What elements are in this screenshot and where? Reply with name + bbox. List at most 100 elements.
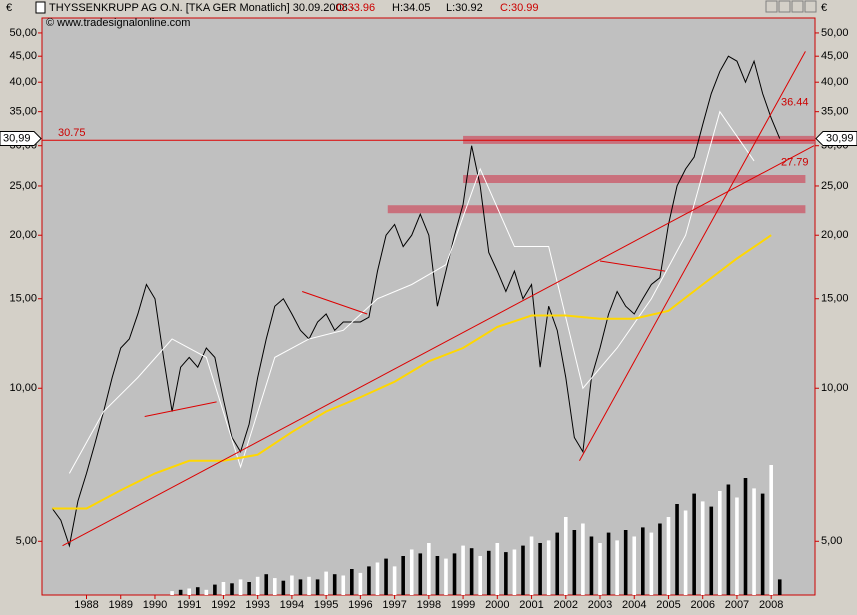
x-tick-label: 2000 [485, 599, 509, 611]
last-price-box [0, 131, 42, 147]
volume-bar [718, 491, 722, 595]
volume-bar [341, 575, 346, 595]
volume-bar [272, 578, 277, 595]
volume-bar [589, 536, 594, 595]
volume-bar [486, 550, 491, 595]
moving-average [52, 234, 772, 510]
volume-bar [581, 523, 585, 595]
x-tick-label: 1995 [314, 599, 338, 611]
volume-bar [469, 548, 474, 595]
volume-bar [546, 540, 551, 595]
volume-bar [170, 591, 174, 595]
volume-bar [769, 465, 773, 595]
volume-bar [195, 587, 200, 595]
x-tick-label: 1989 [108, 599, 132, 611]
y-tick-label: 40,00 [821, 76, 849, 88]
y-tick-label: 15,00 [9, 293, 37, 305]
volume-bar [401, 556, 405, 595]
volume-bar [230, 583, 234, 595]
y-tick-label: 25,00 [821, 180, 849, 192]
trend-line [579, 51, 806, 462]
ohlc-high: H:34.05 [392, 2, 431, 14]
instrument: THYSSENKRUPP AG O.N. [TKA GER Monatlich]… [49, 2, 355, 14]
volume-bar [641, 527, 645, 595]
volume-bar [623, 530, 628, 595]
trend-line [302, 291, 368, 315]
button[interactable] [791, 0, 804, 13]
horizontal-line-label: 30.75 [58, 127, 86, 139]
button[interactable] [778, 0, 791, 13]
volume-bar [726, 484, 731, 595]
x-tick-label: 2003 [588, 599, 612, 611]
last-price: 30,99 [3, 132, 31, 144]
y-tick-label: 5,00 [16, 535, 37, 547]
volume-bar [427, 543, 431, 595]
volume-bar [666, 517, 671, 595]
volume-bar [367, 566, 371, 595]
volume-bar [632, 536, 637, 595]
x-tick-label: 1988 [74, 599, 98, 611]
volume-bar [384, 558, 388, 595]
copyright: © www.tradesignalonline.com [46, 17, 190, 29]
y-tick-label: 20,00 [9, 229, 37, 241]
volume-bar [187, 588, 192, 595]
volume-bar [444, 558, 448, 595]
volume-bar [264, 574, 269, 595]
volume-bar [760, 493, 765, 595]
y-tick-label: 10,00 [821, 382, 849, 394]
plot-area [41, 17, 816, 596]
resistance-band [387, 205, 806, 214]
volume-bar [521, 545, 525, 595]
volume-bar [478, 556, 482, 595]
volume-bar [213, 584, 217, 595]
y-tick-label: 45,00 [9, 50, 37, 62]
window-buttons[interactable] [765, 0, 817, 13]
y-tick-label: 40,00 [9, 76, 37, 88]
volume-bar [598, 543, 602, 595]
volume-bar [606, 532, 611, 595]
price-line [51, 55, 781, 548]
ohlc-open: O:33.96 [336, 2, 375, 14]
volume-bar [743, 478, 748, 595]
volume-bar [392, 566, 397, 595]
x-tick-label: 2008 [759, 599, 783, 611]
button[interactable] [804, 0, 817, 13]
x-tick-label: 1990 [143, 599, 167, 611]
instrument-icon [35, 1, 46, 14]
volume-bar [649, 532, 654, 595]
volume-bar [418, 553, 423, 595]
x-tick-label: 2001 [519, 599, 543, 611]
x-tick-label: 1994 [280, 599, 304, 611]
last-price-box [815, 131, 857, 147]
price-label: 36.44 [781, 97, 809, 109]
x-tick-label: 1998 [417, 599, 441, 611]
volume-bar [238, 579, 243, 595]
x-tick-label: 1996 [348, 599, 372, 611]
volume-bar [529, 536, 534, 595]
resistance-band [463, 175, 806, 184]
volume-bar [658, 523, 662, 595]
currency-left: € [6, 2, 12, 14]
price-label: 27.79 [781, 157, 809, 169]
trend-line [62, 145, 815, 547]
last-price: 30,99 [826, 132, 854, 144]
volume-bar [409, 549, 414, 595]
volume-bar [615, 540, 619, 595]
volume-bar [375, 562, 380, 595]
button[interactable] [765, 0, 778, 13]
x-tick-label: 1991 [177, 599, 201, 611]
volume-bar [204, 589, 209, 595]
ohlc-close: C:30.99 [500, 2, 539, 14]
y-tick-label: 35,00 [9, 106, 37, 118]
volume-bar [178, 589, 183, 595]
volume-bar [735, 497, 739, 595]
volume-bar [692, 493, 696, 595]
volume-bar [675, 504, 679, 595]
volume-bar [777, 579, 782, 595]
volume-bar [683, 510, 688, 595]
volume-bar [247, 582, 251, 595]
ohlc-low: L:30.92 [446, 2, 483, 14]
volume-bar [350, 569, 354, 595]
volume-bar [572, 530, 577, 595]
